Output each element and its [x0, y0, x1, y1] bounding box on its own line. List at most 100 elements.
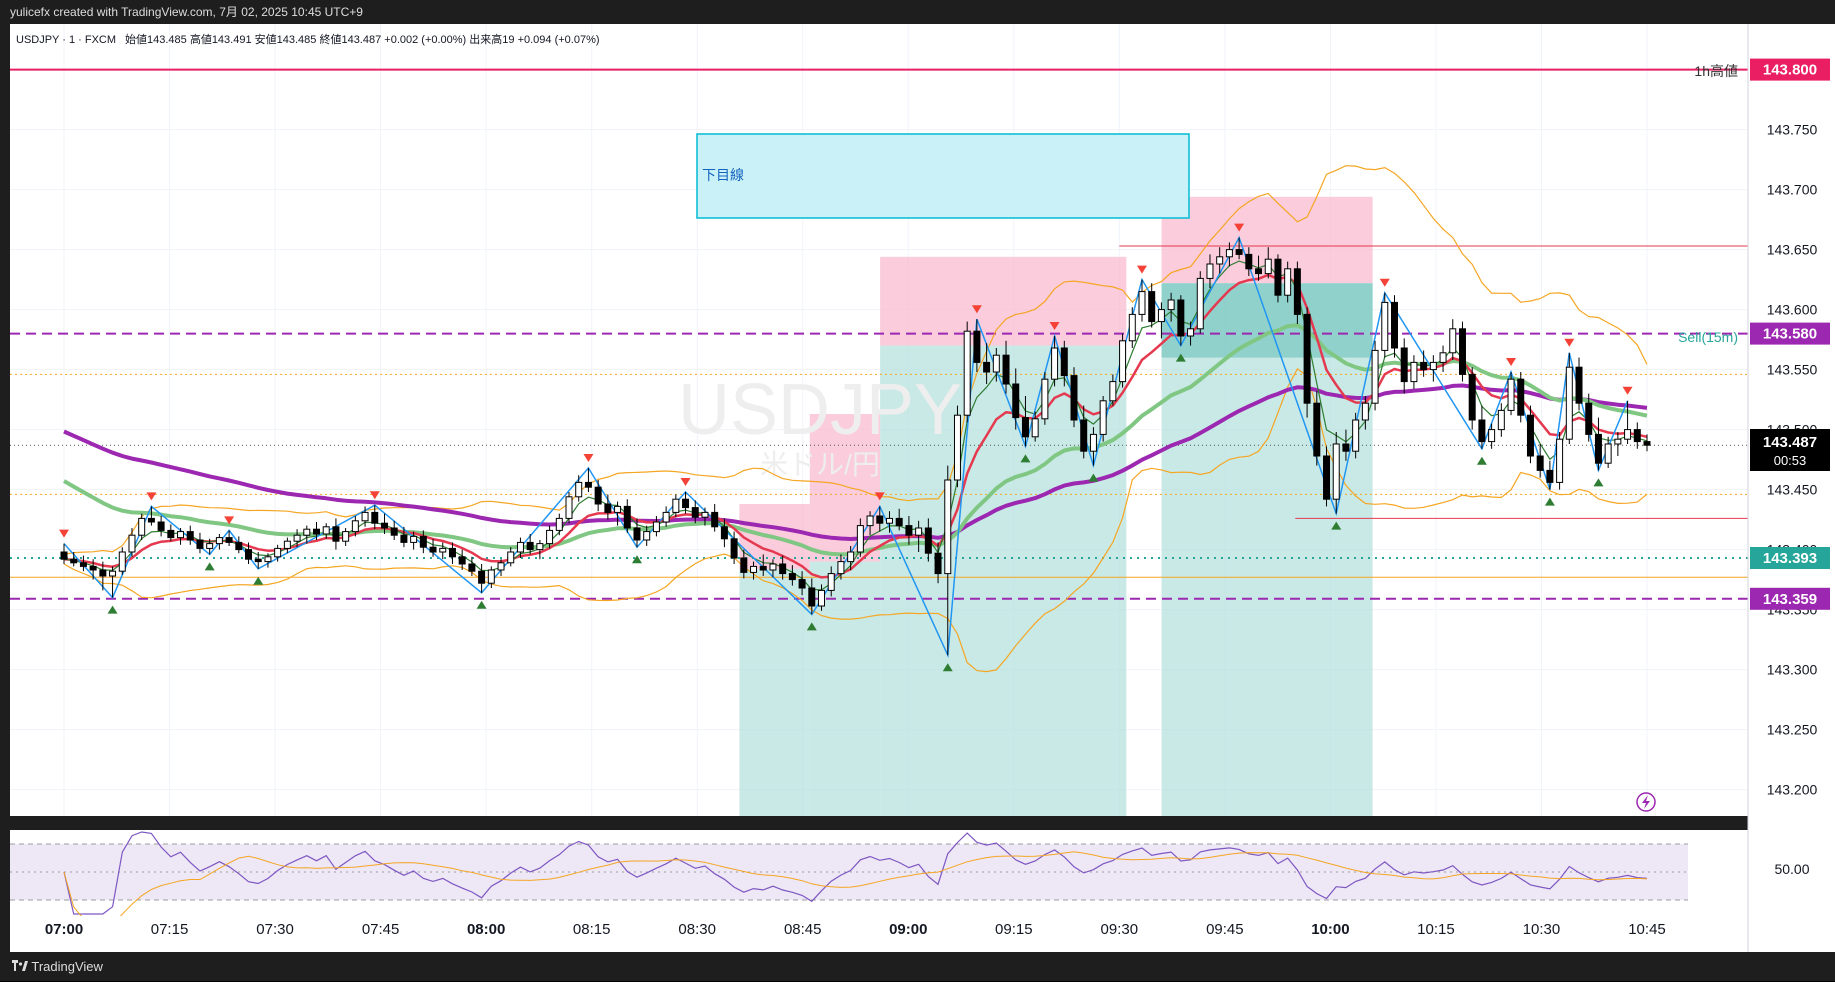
price-tick-label: 143.600 [1767, 302, 1818, 318]
candle-body [1060, 347, 1068, 377]
candle-body [1216, 256, 1224, 265]
time-tick-label: 07:00 [45, 921, 83, 938]
buy-signal-icon [1331, 521, 1342, 530]
candle-body [1633, 429, 1641, 443]
candle-body [788, 573, 796, 581]
rsi-axis-tick: 50.00 [1774, 861, 1809, 877]
candle-body [1284, 268, 1292, 296]
price-axis[interactable] [1748, 24, 1835, 952]
candle-body [750, 565, 758, 573]
candle-body [1264, 258, 1272, 275]
level-tag [1750, 58, 1830, 81]
candle-body [1526, 414, 1534, 457]
candle-body [1187, 328, 1195, 337]
signal-markers [59, 223, 1633, 672]
loss-zone [880, 256, 1127, 346]
target-box[interactable] [696, 133, 1190, 219]
countdown-label: 00:53 [1774, 453, 1807, 468]
price-tick-label: 143.550 [1767, 362, 1818, 378]
candle-body [536, 543, 544, 551]
candle-body [992, 354, 1000, 373]
candle-body [1439, 352, 1447, 363]
level-tag-label: 143.393 [1763, 550, 1817, 567]
candle-body [1614, 438, 1622, 445]
candle-body [1517, 378, 1525, 416]
sell-signal-icon [224, 516, 235, 525]
candle-body [711, 511, 719, 528]
legend-symbol[interactable]: USDJPY · 1 · FXCM [16, 34, 116, 46]
buy-signal-icon [942, 663, 953, 672]
candle-body [1051, 347, 1059, 380]
time-axis[interactable] [10, 916, 1748, 952]
pane-separator[interactable] [10, 816, 1748, 830]
time-tick-label: 08:45 [784, 921, 822, 938]
candle-body [885, 517, 893, 524]
lightning-icon[interactable] [1636, 792, 1656, 812]
candle-body [516, 541, 524, 553]
candle-body [798, 579, 806, 589]
sell-signal-icon [369, 491, 380, 500]
candle-body [759, 565, 767, 571]
header-bar: yulicefx created with TradingView.com, 7… [0, 0, 1835, 24]
price-levels [10, 68, 1748, 600]
candle-body [186, 531, 194, 541]
candle-body [1536, 455, 1544, 471]
chart-canvas[interactable]: USDJPY 米ドル/円 下目線 1h高値 Sell(15m) USDJPY ·… [0, 24, 1835, 952]
candle-body [1352, 419, 1360, 452]
candle-body [1585, 402, 1593, 435]
candle-body [837, 561, 845, 575]
candle-body [584, 481, 592, 488]
header-credit: yulicefx created with TradingView.com, 7… [10, 5, 363, 19]
candle-body [983, 361, 991, 373]
bollinger-bands [63, 165, 1648, 673]
candle-body [138, 517, 146, 536]
legend-ohlc: 始値143.485 高値143.491 安値143.485 終値143.487 … [125, 32, 600, 46]
candles [60, 237, 1651, 656]
price-axis-labels: 143.800 143.580 143.393 143.359 [1750, 58, 1830, 610]
candle-body [953, 414, 961, 481]
sell-signal-icon [1049, 322, 1060, 330]
sell-signal-icon [1506, 358, 1517, 366]
price-tick-label: 143.300 [1767, 662, 1818, 678]
candle-body [1449, 328, 1457, 354]
candle-body [1167, 299, 1175, 311]
rsi-indicator [10, 831, 1688, 929]
candle-body [245, 549, 253, 560]
sell-signal-icon [1379, 278, 1390, 287]
candle-body [1012, 383, 1020, 419]
time-tick-label: 08:00 [467, 921, 505, 938]
candle-body [1148, 291, 1156, 323]
candle-body [371, 511, 379, 524]
candle-body [419, 535, 427, 548]
level-tag [1750, 587, 1830, 610]
candle-body [390, 527, 398, 536]
candle-body [448, 547, 456, 558]
candle-body [1099, 400, 1107, 435]
candle-body [1565, 366, 1573, 440]
candle-body [157, 521, 165, 531]
candle-body [779, 563, 787, 575]
candle-body [118, 551, 126, 572]
candle-body [963, 330, 971, 416]
time-tick-label: 09:30 [1101, 921, 1139, 938]
candle-body [235, 541, 243, 551]
candle-body [643, 531, 651, 541]
candle-body [147, 517, 155, 523]
candle-body [1070, 375, 1078, 421]
candle-body [1381, 301, 1389, 351]
candle-body [555, 517, 563, 531]
candle-body [594, 486, 602, 505]
candle-body [847, 551, 855, 563]
candle-body [1458, 328, 1466, 375]
candle-body [1391, 301, 1398, 349]
candle-body [1371, 349, 1379, 404]
bollinger-lower [63, 368, 1648, 673]
current-price-label: 143.487 [1763, 434, 1817, 451]
candle-body [633, 527, 641, 541]
time-tick-label: 07:45 [362, 921, 400, 938]
sell-signal-icon [971, 305, 982, 314]
buy-signal-icon [107, 605, 118, 614]
candle-body [1157, 309, 1165, 323]
price-tick-label: 143.650 [1767, 242, 1818, 258]
